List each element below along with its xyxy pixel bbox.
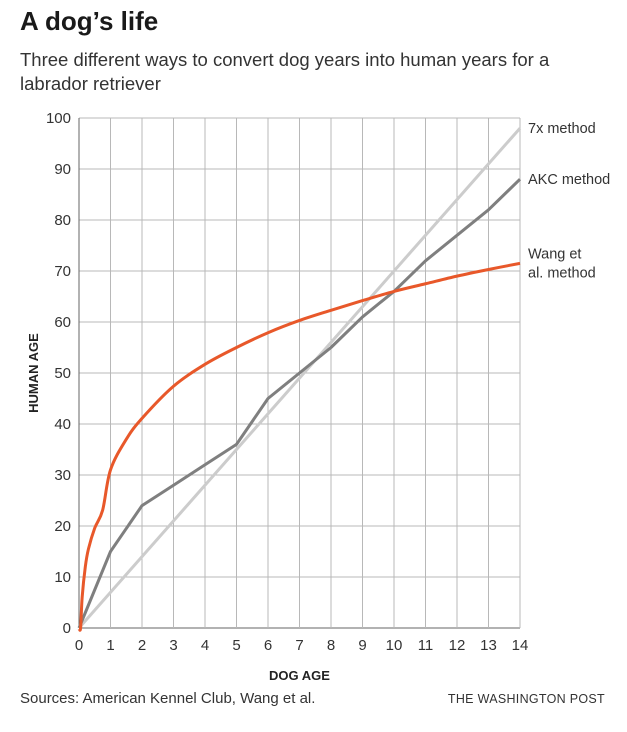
- x-tick-label: 12: [449, 637, 466, 654]
- source-note: Sources: American Kennel Club, Wang et a…: [20, 690, 316, 707]
- x-tick-label: 5: [232, 637, 240, 654]
- wang-label: Wang et al. method: [528, 246, 596, 281]
- x-tick-label: 3: [169, 637, 177, 654]
- y-tick-label: 70: [54, 263, 71, 280]
- grid-layer: [78, 117, 521, 629]
- y-tick-label: 40: [54, 416, 71, 433]
- x-tick-label: 6: [264, 637, 272, 654]
- x-tick-label: 7: [295, 637, 303, 654]
- seven-x-line: [77, 127, 522, 629]
- x-tick-label: 2: [138, 637, 146, 654]
- y-tick-label: 50: [54, 365, 71, 382]
- x-tick-label: 4: [201, 637, 209, 654]
- y-tick-label: 60: [54, 314, 71, 331]
- y-tick-label: 0: [63, 620, 71, 637]
- y-tick-label: 80: [54, 212, 71, 229]
- akc-label: AKC method: [528, 172, 610, 188]
- seven-x-label: 7x method: [528, 121, 596, 137]
- y-axis-label: HUMAN AGE: [26, 333, 41, 413]
- x-axis-label: DOG AGE: [269, 668, 330, 683]
- y-tick-label: 30: [54, 467, 71, 484]
- akc-line: [77, 178, 522, 629]
- y-tick-label: 100: [46, 110, 71, 127]
- publisher-credit: THE WASHINGTON POST: [447, 692, 605, 706]
- y-tick-label: 10: [54, 569, 71, 586]
- series-layer: [77, 127, 522, 632]
- x-tick-label: 11: [418, 637, 434, 654]
- x-tick-label: 8: [327, 637, 335, 654]
- chart-title: A dog’s life: [20, 6, 159, 36]
- x-tick-label: 9: [358, 637, 366, 654]
- x-tick-label: 14: [512, 637, 529, 654]
- x-tick-label: 10: [386, 637, 403, 654]
- y-tick-label: 20: [54, 518, 71, 535]
- wang-line: [77, 261, 521, 632]
- x-tick-label: 13: [480, 637, 497, 654]
- y-tick-label: 90: [54, 161, 71, 178]
- x-tick-label: 0: [75, 637, 83, 654]
- chart-subtitle: Three different ways to convert dog year…: [20, 49, 550, 94]
- x-tick-label: 1: [106, 637, 114, 654]
- series-labels: 7x method AKC method Wang et al. method: [528, 121, 610, 281]
